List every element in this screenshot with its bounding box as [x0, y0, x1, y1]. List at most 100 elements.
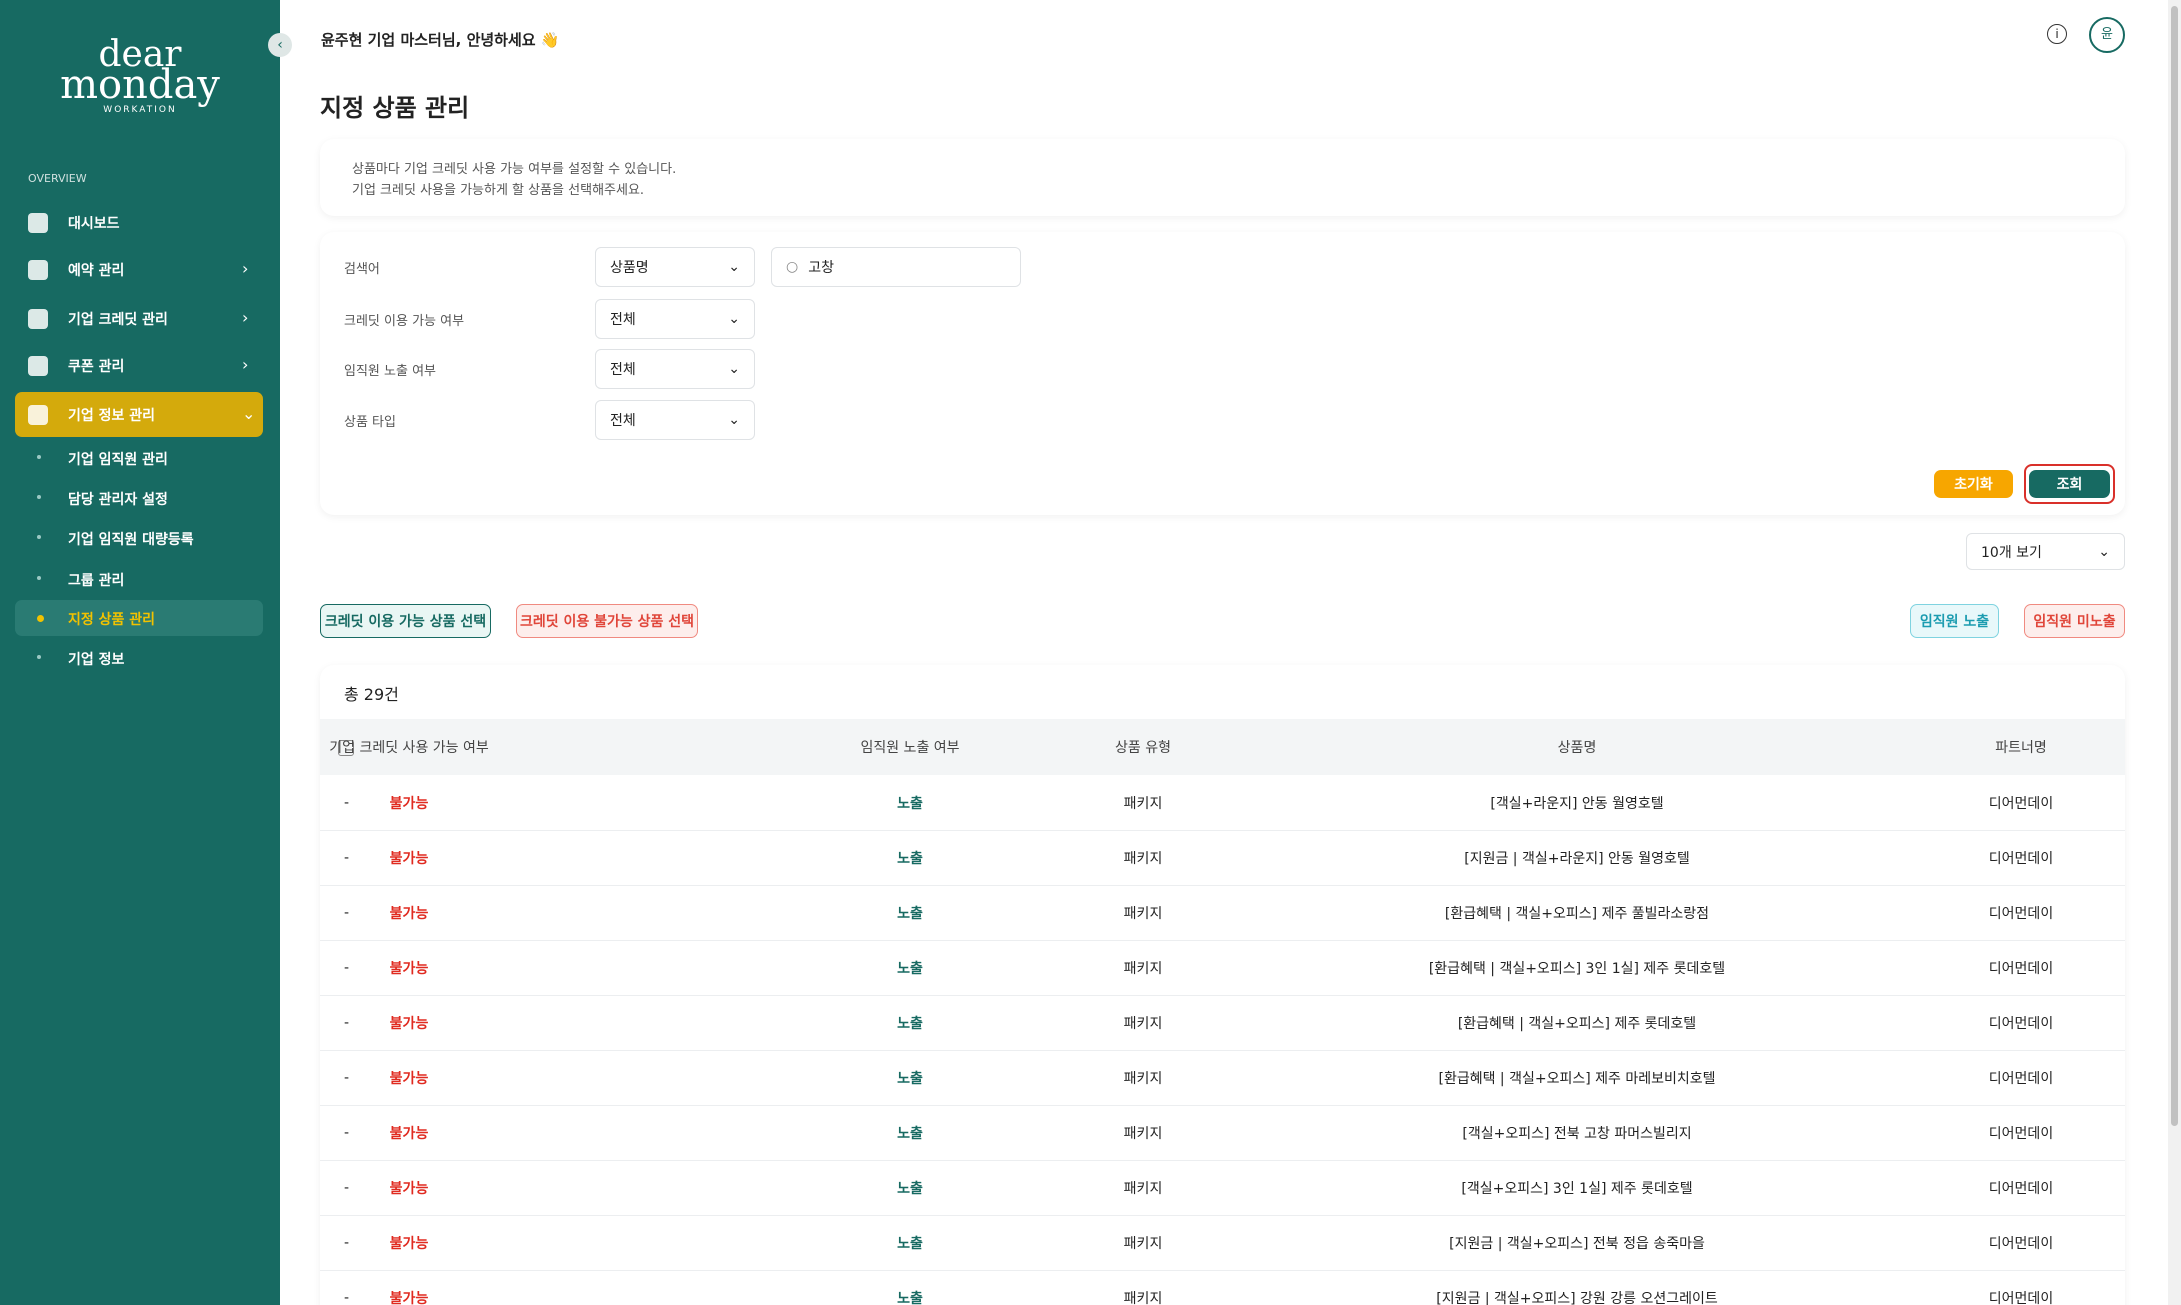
table-cell: 디어먼데이: [1988, 1071, 2054, 1087]
table-cell: 디어먼데이: [1988, 1126, 2054, 1142]
menu-item[interactable]: 예약 관리: [68, 263, 125, 279]
credit-on-button[interactable]: 크레딧 이용 가능 상품 선택: [320, 604, 491, 638]
table-cell: [지원금 | 객실+오피스] 강원 강릉 오션그레이트: [1436, 1291, 1718, 1305]
row-divider: [320, 830, 2125, 831]
column-header: 파트너명: [1995, 740, 2047, 756]
table-cell: 디어먼데이: [1988, 1181, 2054, 1197]
table-cell: 불가능: [389, 851, 429, 867]
menu-item[interactable]: 기업 크레딧 관리: [68, 312, 168, 328]
table-cell: 디어먼데이: [1988, 1016, 2054, 1032]
menu-item[interactable]: 기업 정보 관리: [68, 408, 156, 424]
reset-button[interactable]: 초기화: [1934, 470, 2013, 498]
table-cell: 노출: [897, 1181, 923, 1197]
table-cell: 노출: [897, 1071, 923, 1087]
table-cell: 불가능: [389, 1291, 429, 1305]
row-divider: [320, 995, 2125, 996]
description: 상품마다 기업 크레딧 사용 가능 여부를 설정할 수 있습니다.: [352, 162, 677, 177]
sidebar: dear monday WORKATION OVERVIEW 대시보드 예약 관리…: [0, 0, 280, 1305]
bullet: [37, 655, 41, 659]
scrollbar: [2168, 0, 2181, 1305]
table-cell: -: [344, 795, 350, 811]
row-divider: [320, 885, 2125, 886]
table-cell: 디어먼데이: [1988, 906, 2054, 922]
table-cell: 노출: [897, 1236, 923, 1252]
bullet: [37, 535, 41, 539]
table-cell: 디어먼데이: [1988, 1236, 2054, 1252]
search-input[interactable]: ○ 고창: [771, 247, 1021, 287]
select-value: 상품명: [610, 260, 649, 276]
submenu-item[interactable]: 담당 관리자 설정: [68, 492, 168, 508]
row-divider: [320, 1270, 2125, 1271]
table-cell: -: [344, 960, 350, 976]
page-size-select[interactable]: 10개 보기 ⌄: [1966, 533, 2125, 570]
bullet: [37, 576, 41, 580]
avatar[interactable]: 윤: [2089, 17, 2125, 53]
table-card: 총 29건 기업 크레딧 사용 가능 여부 임직원 노출 여부 상품 유형 상품명 파트…: [320, 665, 2125, 1305]
select[interactable]: 전체 ⌄: [595, 299, 755, 339]
menu-icon: [28, 309, 48, 329]
table-cell: -: [344, 1235, 350, 1251]
table-cell: 불가능: [389, 906, 429, 922]
table-cell: -: [344, 1290, 350, 1305]
checkbox[interactable]: [338, 740, 354, 756]
show-button[interactable]: 임직원 노출: [1910, 604, 1999, 638]
submenu-item[interactable]: 기업 임직원 관리: [68, 452, 168, 468]
table-cell: [지원금 | 객실+오피스] 전북 정읍 송죽마을: [1449, 1236, 1705, 1252]
description-card: 상품마다 기업 크레딧 사용 가능 여부를 설정할 수 있습니다. 기업 크레딧…: [320, 139, 2125, 216]
table-cell: 노출: [897, 796, 923, 812]
table-cell: [환급혜택 | 객실+오피스] 제주 롯데호텔: [1457, 1016, 1697, 1032]
select-value: 10개 보기: [1981, 544, 2042, 561]
menu-icon: [28, 213, 48, 233]
filter-label: 크레딧 이용 가능 여부: [344, 314, 465, 329]
page-title: 지정 상품 관리: [320, 94, 470, 122]
column-header: 상품명: [1557, 740, 1597, 756]
submenu-item[interactable]: 지정 상품 관리: [68, 612, 156, 628]
table-cell: 불가능: [389, 1236, 429, 1252]
menu-item[interactable]: 대시보드: [68, 216, 120, 232]
submenu-item[interactable]: 기업 정보: [68, 652, 125, 668]
table-cell: [환급혜택 | 객실+오피스] 제주 마레보비치호텔: [1438, 1071, 1716, 1087]
select[interactable]: 전체 ⌄: [595, 400, 755, 440]
submit-outline: [2024, 464, 2115, 504]
menu-item[interactable]: 쿠폰 관리: [68, 359, 125, 375]
description: 기업 크레딧 사용을 가능하게 할 상품을 선택해주세요.: [352, 183, 645, 198]
select[interactable]: 전체 ⌄: [595, 349, 755, 389]
table-cell: 패키지: [1123, 1126, 1163, 1142]
table-cell: 노출: [897, 1016, 923, 1032]
collapse-button[interactable]: ‹: [268, 33, 292, 57]
info-icon[interactable]: i: [2047, 24, 2067, 44]
hide-button[interactable]: 임직원 미노출: [2024, 604, 2125, 638]
greeting: 윤주현 기업 마스터님, 안녕하세요 👋: [321, 31, 560, 49]
logo: dear: [98, 34, 182, 75]
filter-label: 상품 타입: [344, 415, 396, 430]
row-divider: [320, 1160, 2125, 1161]
column-header: 임직원 노출 여부: [860, 740, 960, 756]
submenu-item[interactable]: 그룹 관리: [68, 573, 125, 589]
table-cell: 불가능: [389, 796, 429, 812]
submit-button[interactable]: 조회: [2029, 470, 2110, 498]
filter-card: 검색어 상품명 ⌄ ○ 고창 크레딧 이용 가능 여부 전체 ⌄ 임직원 노출 여부 전체 ⌄ 상품 …: [320, 232, 2125, 515]
table-cell: 패키지: [1123, 1071, 1163, 1087]
table-cell: 패키지: [1123, 1181, 1163, 1197]
menu-arrow: ⌄: [242, 404, 256, 423]
logo: monday: [60, 62, 220, 108]
table-cell: 노출: [897, 961, 923, 977]
table-cell: 패키지: [1123, 851, 1163, 867]
submenu-item[interactable]: 기업 임직원 대량등록: [68, 532, 194, 548]
table-cell: [객실+오피스] 전북 고창 파머스빌리지: [1462, 1126, 1692, 1142]
menu-arrow: ›: [242, 308, 249, 327]
table-cell: 노출: [897, 1126, 923, 1142]
table-cell: 패키지: [1123, 1236, 1163, 1252]
table-cell: [환급혜택 | 객실+오피스] 제주 풀빌라소랑점: [1444, 906, 1710, 922]
table-cell: 불가능: [389, 1016, 429, 1032]
table-cell: -: [344, 1125, 350, 1141]
logo-sub: WORKATION: [103, 105, 177, 115]
row-divider: [320, 1050, 2125, 1051]
table-cell: 패키지: [1123, 1016, 1163, 1032]
table-cell: [환급혜택 | 객실+오피스] 3인 1실] 제주 롯데호텔: [1428, 961, 1726, 977]
credit-off-button[interactable]: 크레딧 이용 불가능 상품 선택: [516, 604, 698, 638]
menu-active-bg: [15, 392, 263, 437]
table-cell: -: [344, 905, 350, 921]
row-divider: [320, 1105, 2125, 1106]
select[interactable]: 상품명 ⌄: [595, 247, 755, 287]
